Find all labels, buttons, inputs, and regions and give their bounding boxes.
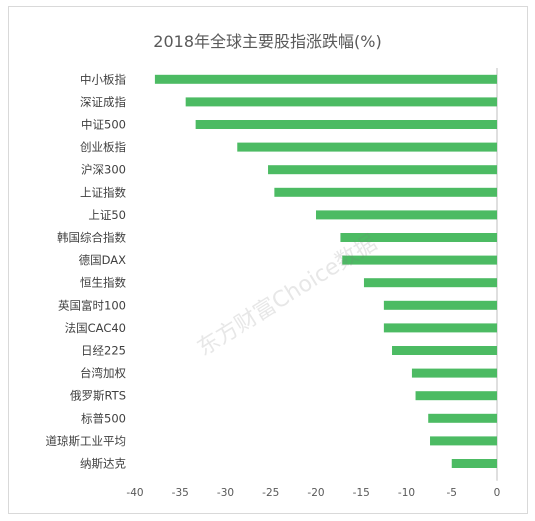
bar-1 [185,97,497,107]
bar-4 [268,165,497,175]
x-tick-label-5: -15 [353,487,370,499]
category-label-9: 恒生指数 [80,276,126,290]
x-tick-label-7: -5 [447,487,457,499]
bar-11 [383,323,497,333]
category-label-5: 上证指数 [80,185,126,199]
bar-9 [363,278,497,288]
bar-8 [342,255,497,265]
bar-13 [411,368,497,378]
x-tick-label-4: -20 [307,487,324,499]
bar-0 [154,74,497,84]
bar-16 [430,436,497,446]
category-label-3: 创业板指 [80,140,126,154]
bar-15 [428,413,497,423]
bar-3 [237,142,497,152]
category-label-11: 法国CAC40 [65,321,126,335]
category-label-12: 日经225 [81,344,126,358]
bar-5 [274,187,497,197]
bar-12 [392,346,497,355]
bar-6 [316,210,497,220]
bar-2 [195,120,497,129]
x-tick-label-0: -40 [126,487,143,499]
category-label-1: 深证成指 [80,95,126,109]
x-tick-label-3: -25 [262,487,279,499]
category-label-16: 道琼斯工业平均 [46,434,127,448]
category-label-8: 德国DAX [79,253,127,267]
category-label-7: 韩国综合指数 [57,231,126,245]
category-label-15: 标普500 [81,411,126,425]
chart-title: 2018年全球主要股指涨跌幅(%) [153,32,382,51]
category-label-10: 英国富时100 [58,298,126,312]
bar-14 [415,391,497,401]
x-tick-label-1: -35 [172,487,189,499]
category-label-17: 纳斯达克 [80,457,126,471]
bar-7 [340,233,497,242]
bar-10 [383,300,497,310]
x-tick-label-8: 0 [494,487,501,499]
category-label-14: 俄罗斯RTS [70,389,126,403]
x-tick-label-2: -30 [217,487,234,499]
category-label-2: 中证500 [81,118,126,132]
x-tick-label-6: -10 [398,487,415,499]
category-label-6: 上证50 [88,208,126,222]
category-label-0: 中小板指 [80,72,126,86]
category-label-13: 台湾加权 [80,366,126,380]
category-label-4: 沪深300 [81,163,126,177]
bar-17 [451,459,497,468]
